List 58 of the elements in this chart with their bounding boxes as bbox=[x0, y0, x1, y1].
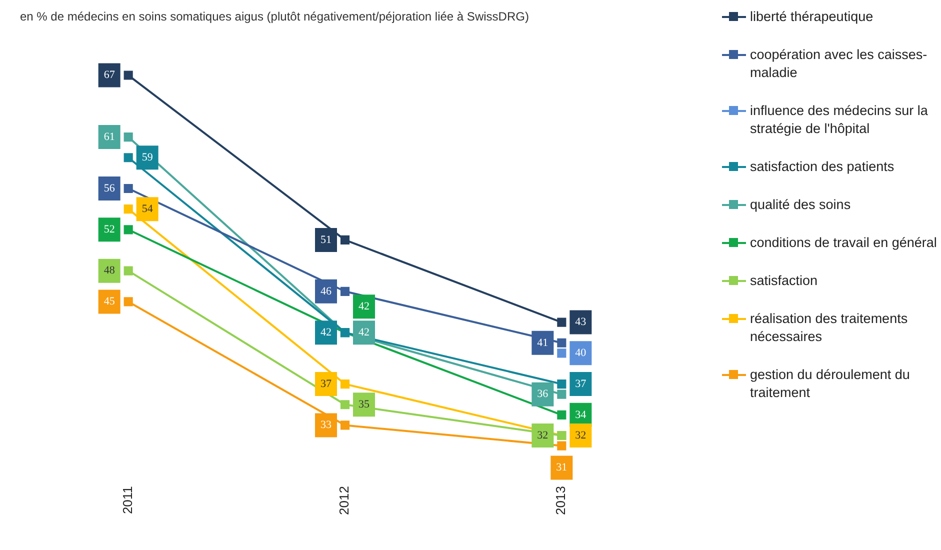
point bbox=[340, 380, 350, 389]
data-label: 31 bbox=[556, 462, 568, 474]
point bbox=[124, 153, 133, 162]
data-label: 46 bbox=[320, 285, 332, 298]
data-label: 32 bbox=[537, 429, 548, 442]
chart-title: en % de médecins en soins somatiques aigus (plutôt négativement/péjoration liée à SwissDRG) bbox=[20, 10, 529, 24]
point bbox=[124, 132, 133, 142]
point bbox=[340, 235, 350, 244]
point bbox=[124, 184, 133, 194]
data-label: 43 bbox=[575, 316, 587, 328]
point bbox=[124, 297, 133, 306]
point bbox=[557, 348, 566, 358]
legend-label: influence des médecins sur la stratégie de l'hôpital bbox=[750, 102, 929, 138]
point bbox=[557, 410, 566, 420]
legend-label: qualité des soins bbox=[750, 196, 851, 214]
data-label: 51 bbox=[320, 234, 332, 246]
point bbox=[340, 286, 350, 296]
data-label: 54 bbox=[142, 202, 154, 215]
legend-label: coopération avec les caisses-maladie bbox=[750, 46, 928, 82]
data-label: 37 bbox=[575, 378, 587, 390]
legend-label: conditions de travail en général bbox=[750, 234, 937, 252]
point bbox=[340, 420, 350, 430]
data-label: 59 bbox=[142, 152, 154, 164]
data-label: 35 bbox=[358, 398, 370, 411]
point bbox=[557, 338, 566, 348]
x-tick-label: 2013 bbox=[553, 486, 568, 515]
data-label: 48 bbox=[104, 264, 116, 277]
point bbox=[340, 400, 350, 410]
point bbox=[124, 225, 133, 234]
data-label: 33 bbox=[320, 419, 332, 432]
data-label: 42 bbox=[320, 326, 332, 338]
point bbox=[557, 318, 566, 327]
data-label: 36 bbox=[537, 388, 549, 400]
point bbox=[124, 266, 133, 276]
data-label: 41 bbox=[537, 336, 548, 349]
data-label: 67 bbox=[104, 69, 116, 82]
legend-label: réalisation des traitements nécessaires bbox=[750, 310, 909, 346]
point bbox=[557, 390, 566, 399]
data-label: 52 bbox=[104, 224, 115, 236]
x-tick-label: 2011 bbox=[120, 486, 135, 514]
point bbox=[124, 204, 133, 214]
data-label: 45 bbox=[104, 296, 116, 308]
data-label: 61 bbox=[104, 130, 115, 143]
data-label: 40 bbox=[575, 347, 587, 360]
data-label: 34 bbox=[575, 408, 587, 421]
data-label: 42 bbox=[358, 326, 370, 338]
data-label: 37 bbox=[320, 378, 332, 390]
legend-label: gestion du déroulement du traitement bbox=[750, 366, 911, 402]
data-label: 56 bbox=[104, 182, 116, 194]
point bbox=[557, 380, 566, 389]
legend-label: liberté thérapeutique bbox=[750, 8, 874, 26]
x-tick-label: 2012 bbox=[336, 486, 352, 515]
legend-label: satisfaction bbox=[750, 272, 818, 290]
legend-label: satisfaction des patients bbox=[750, 158, 894, 176]
data-label: 32 bbox=[575, 429, 586, 442]
point bbox=[557, 441, 566, 450]
point bbox=[124, 70, 133, 80]
data-label: 42 bbox=[358, 300, 370, 312]
